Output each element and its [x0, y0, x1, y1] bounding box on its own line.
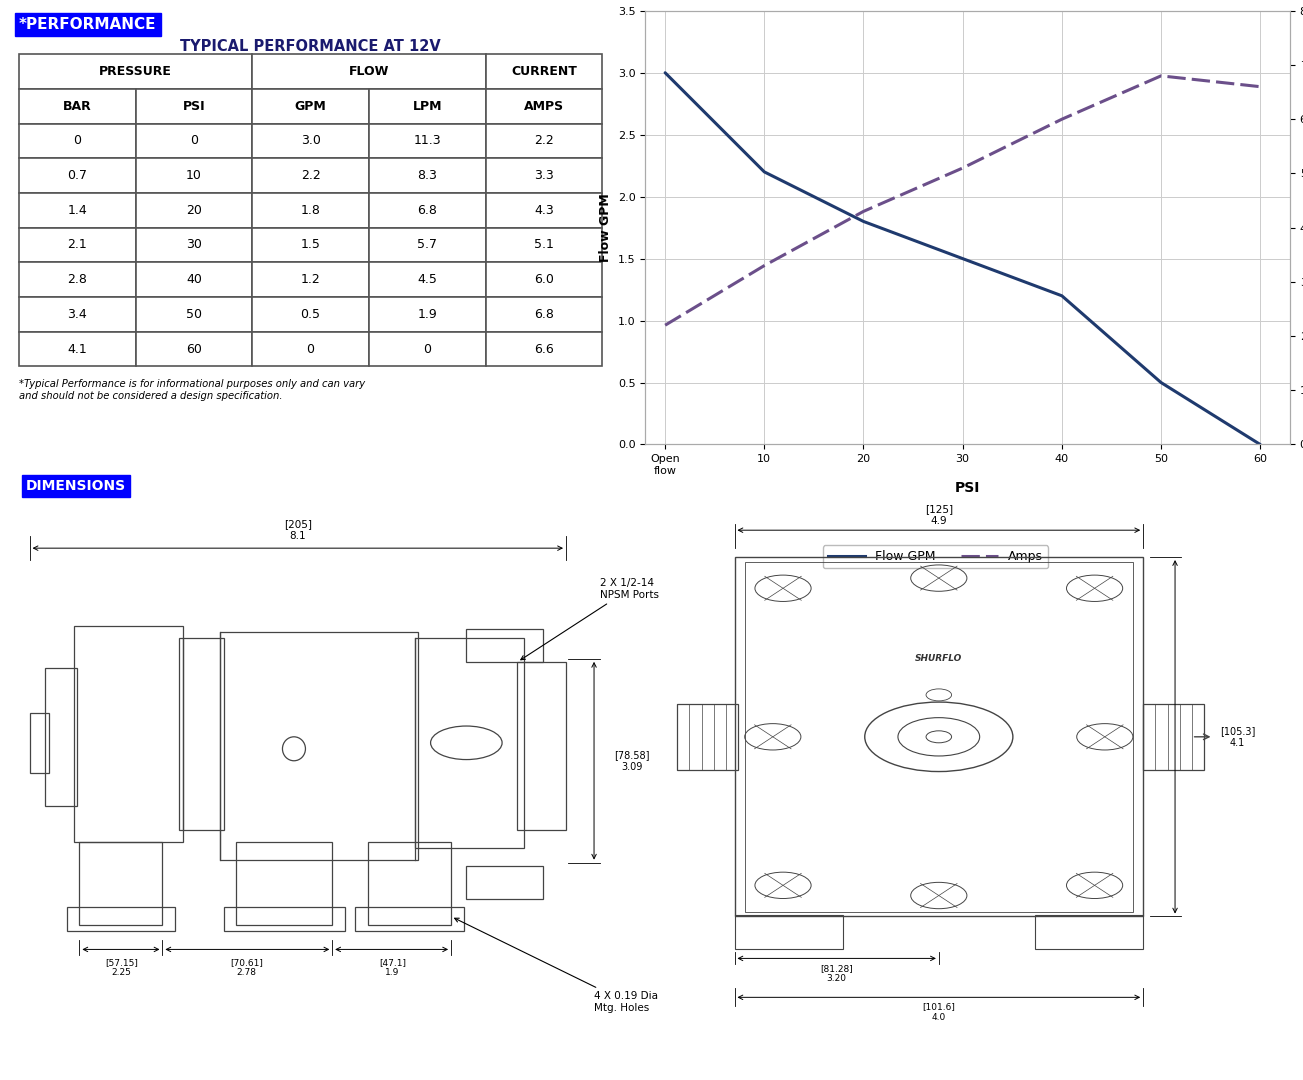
Bar	[253, 228, 369, 262]
Bar	[253, 159, 369, 193]
Text: [47.1]
1.9: [47.1] 1.9	[379, 958, 405, 977]
Bar	[20, 262, 136, 297]
Bar	[1035, 915, 1143, 949]
Text: 1.4: 1.4	[68, 204, 87, 217]
Text: 3.3: 3.3	[534, 170, 554, 183]
Bar	[136, 262, 253, 297]
Bar	[220, 632, 418, 860]
Bar	[486, 332, 602, 366]
Text: PRESSURE: PRESSURE	[99, 65, 172, 78]
Text: 2.2: 2.2	[534, 134, 554, 147]
Text: 1.5: 1.5	[301, 239, 321, 252]
Bar	[136, 297, 253, 332]
Bar	[486, 89, 602, 123]
Text: 40: 40	[186, 273, 202, 286]
Text: [105.3]
4.1: [105.3] 4.1	[1220, 726, 1255, 747]
Bar	[136, 332, 253, 366]
Text: BAR: BAR	[63, 99, 91, 112]
Bar	[369, 262, 486, 297]
Text: 50: 50	[186, 308, 202, 321]
Bar	[20, 228, 136, 262]
Bar	[30, 713, 48, 773]
Text: [57.15]
2.25: [57.15] 2.25	[106, 958, 138, 977]
Bar	[369, 89, 486, 123]
Bar	[369, 228, 486, 262]
Bar	[486, 159, 602, 193]
Text: 4.1: 4.1	[68, 342, 87, 355]
Text: 4.5: 4.5	[417, 273, 437, 286]
Text: [125]
4.9: [125] 4.9	[925, 504, 952, 526]
Bar	[20, 193, 136, 228]
Text: 3.4: 3.4	[68, 308, 87, 321]
Text: 2.2: 2.2	[301, 170, 321, 183]
Text: 1.2: 1.2	[301, 273, 321, 286]
Text: 30: 30	[186, 239, 202, 252]
Text: 1.8: 1.8	[301, 204, 321, 217]
Bar	[369, 123, 486, 159]
Text: 2.1: 2.1	[68, 239, 87, 252]
Bar	[486, 193, 602, 228]
Bar	[136, 123, 253, 159]
Text: 6.8: 6.8	[417, 204, 437, 217]
Text: FLOW: FLOW	[349, 65, 390, 78]
Bar	[79, 841, 163, 926]
Bar	[20, 54, 253, 89]
Text: 0.5: 0.5	[301, 308, 321, 321]
Bar	[20, 123, 136, 159]
Y-axis label: Flow GPM: Flow GPM	[599, 193, 612, 262]
Text: [101.6]
4.0: [101.6] 4.0	[923, 1002, 955, 1022]
Text: LPM: LPM	[413, 99, 442, 112]
Bar	[356, 907, 464, 931]
X-axis label: PSI: PSI	[955, 482, 980, 496]
Bar	[44, 667, 77, 806]
Bar	[253, 193, 369, 228]
Text: 5.7: 5.7	[417, 239, 438, 252]
Bar	[416, 638, 524, 848]
Text: *Typical Performance is for informational purposes only and can vary
and should : *Typical Performance is for informationa…	[20, 379, 365, 401]
Bar	[179, 638, 224, 829]
Text: 6.6: 6.6	[534, 342, 554, 355]
Bar	[369, 193, 486, 228]
Bar	[136, 193, 253, 228]
Bar	[237, 841, 332, 926]
Bar	[486, 297, 602, 332]
Bar	[74, 626, 182, 841]
Bar	[20, 89, 136, 123]
Text: 11.3: 11.3	[413, 134, 440, 147]
Text: TYPICAL PERFORMANCE AT 12V: TYPICAL PERFORMANCE AT 12V	[180, 39, 440, 54]
Bar	[466, 865, 543, 899]
Text: [205]
8.1: [205] 8.1	[284, 519, 311, 541]
Text: 10: 10	[186, 170, 202, 183]
Text: 6.8: 6.8	[534, 308, 554, 321]
Text: 4 X 0.19 Dia
Mtg. Holes: 4 X 0.19 Dia Mtg. Holes	[455, 918, 658, 1013]
Bar	[486, 54, 602, 89]
Text: 0: 0	[73, 134, 81, 147]
Bar	[735, 557, 1143, 917]
Text: 0: 0	[190, 134, 198, 147]
Bar	[486, 123, 602, 159]
Text: 1.9: 1.9	[417, 308, 437, 321]
Bar	[517, 662, 566, 829]
Bar	[486, 228, 602, 262]
Bar	[1143, 704, 1204, 770]
Bar	[253, 54, 486, 89]
Text: 0: 0	[423, 342, 431, 355]
Bar	[253, 123, 369, 159]
Text: *PERFORMANCE: *PERFORMANCE	[20, 17, 156, 32]
Text: 0: 0	[306, 342, 314, 355]
Bar	[20, 297, 136, 332]
Bar	[369, 297, 486, 332]
Bar	[253, 297, 369, 332]
Bar	[678, 704, 739, 770]
Text: SHURFLO: SHURFLO	[915, 654, 963, 663]
Bar	[136, 89, 253, 123]
Bar	[367, 841, 451, 926]
Text: [70.61]
2.78: [70.61] 2.78	[231, 958, 263, 977]
Text: 4.3: 4.3	[534, 204, 554, 217]
Text: 60: 60	[186, 342, 202, 355]
Bar	[253, 89, 369, 123]
Text: 8.3: 8.3	[417, 170, 437, 183]
Text: [81.28]
3.20: [81.28] 3.20	[821, 963, 853, 983]
Text: CURRENT: CURRENT	[511, 65, 577, 78]
Bar	[224, 907, 345, 931]
